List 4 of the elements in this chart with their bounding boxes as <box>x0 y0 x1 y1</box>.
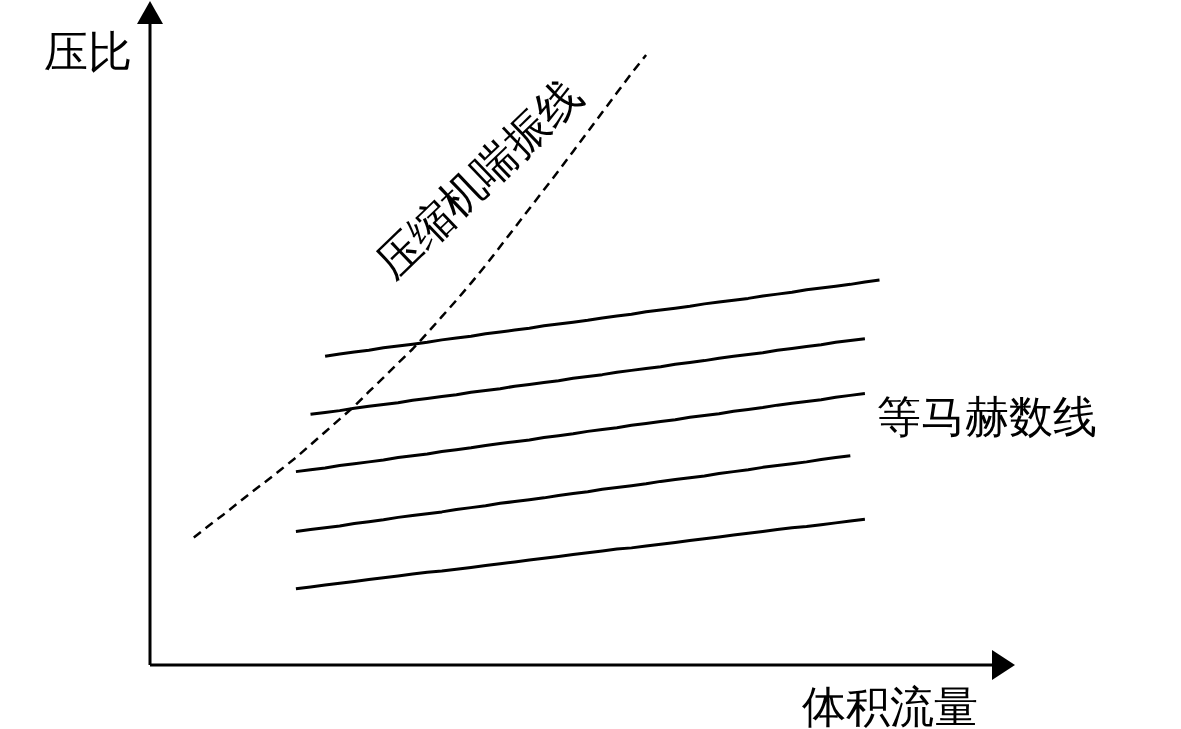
series-label: 等马赫数线 <box>876 393 1097 443</box>
x-axis-title: 体积流量 <box>802 682 978 729</box>
y-axis-title: 压比 <box>44 27 132 77</box>
text: 压缩机喘振线 <box>366 70 592 289</box>
